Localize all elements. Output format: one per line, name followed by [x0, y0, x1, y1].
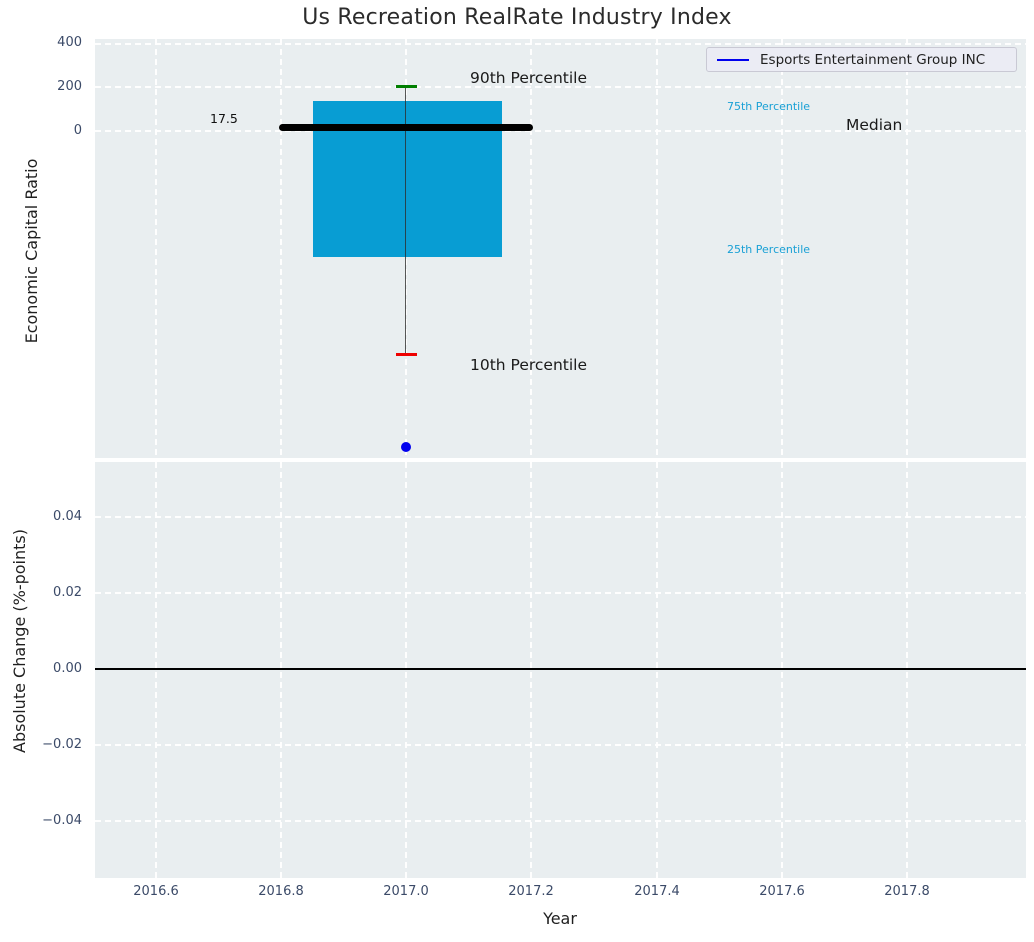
gridline-h-200: [95, 86, 1026, 88]
ytick-200: 200: [57, 79, 82, 94]
top-plot-area: 90th Percentile 75th Percentile Median 1…: [95, 39, 1026, 458]
xtick-2017.0: 2017.0: [383, 884, 429, 899]
gridline-h-0.04: [95, 516, 1026, 518]
y-axis-label-bottom: Absolute Change (%-points): [10, 529, 29, 753]
legend: Esports Entertainment Group INC: [706, 47, 1017, 72]
gridline-v-2017.8: [906, 462, 908, 878]
annotation-10th-percentile: 10th Percentile: [470, 356, 588, 374]
zero-reference-line: [95, 668, 1026, 670]
bottom-plot-area: [95, 462, 1026, 878]
gridline-v-2017.6: [781, 462, 783, 878]
gridline-h-neg0.04: [95, 820, 1026, 822]
gridline-v-2017.4: [656, 39, 658, 458]
p10-cap: [396, 353, 417, 356]
ytick-0: 0: [73, 123, 82, 138]
gridline-v-2017.2: [530, 39, 532, 458]
gridline-v-2016.6: [155, 462, 157, 878]
company-data-point: [401, 442, 411, 452]
gridline-v-2017.0: [405, 462, 407, 878]
gridline-v-2016.8: [280, 462, 282, 878]
gridline-h-400: [95, 43, 1026, 45]
gridline-v-2017.8: [906, 39, 908, 458]
chart-title: Us Recreation RealRate Industry Index: [302, 5, 732, 30]
annotation-median-value: 17.5: [210, 111, 238, 126]
legend-line-swatch: [717, 58, 749, 61]
whisker-line: [405, 86, 407, 355]
xtick-2016.6: 2016.6: [133, 884, 179, 899]
gridline-h-0: [95, 130, 1026, 132]
gridline-h-neg0.02: [95, 744, 1026, 746]
annotation-90th-percentile: 90th Percentile: [470, 69, 588, 87]
xtick-2017.2: 2017.2: [508, 884, 554, 899]
gridline-v-2016.6: [155, 39, 157, 458]
gridline-h-0.02: [95, 592, 1026, 594]
gridline-v-2017.4: [656, 462, 658, 878]
x-axis-label: Year: [543, 909, 577, 928]
ytick-0.04: 0.04: [53, 509, 82, 524]
gridline-v-2017.2: [530, 462, 532, 878]
ytick-0.02: 0.02: [53, 585, 82, 600]
annotation-median: Median: [846, 116, 903, 134]
xtick-2016.8: 2016.8: [258, 884, 304, 899]
gridline-v-2016.8: [280, 39, 282, 458]
y-axis-label-top: Economic Capital Ratio: [22, 158, 41, 344]
ytick-400: 400: [57, 35, 82, 50]
xtick-2017.6: 2017.6: [759, 884, 805, 899]
legend-label: Esports Entertainment Group INC: [760, 51, 986, 68]
median-line: [279, 124, 533, 131]
annotation-25th-percentile: 25th Percentile: [727, 243, 811, 256]
ytick-neg0.02: −0.02: [42, 737, 82, 752]
xtick-2017.4: 2017.4: [634, 884, 680, 899]
ytick-0.00: 0.00: [53, 661, 82, 676]
p90-cap: [396, 85, 417, 88]
gridline-v-2017.6: [781, 39, 783, 458]
ytick-neg0.04: −0.04: [42, 813, 82, 828]
annotation-75th-percentile: 75th Percentile: [727, 100, 811, 113]
xtick-2017.8: 2017.8: [884, 884, 930, 899]
